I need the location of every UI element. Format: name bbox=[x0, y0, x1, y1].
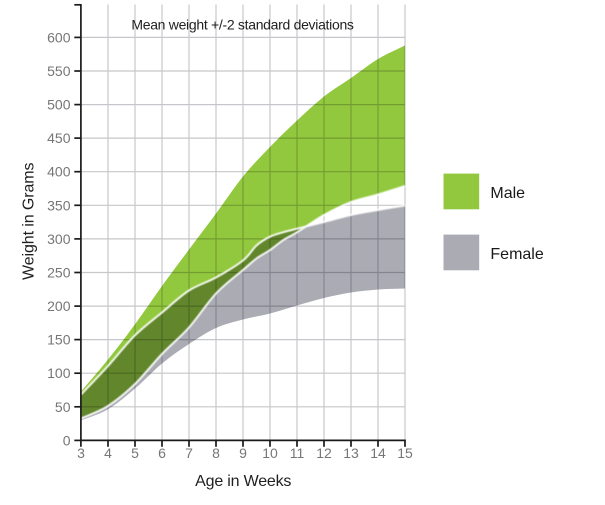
svg-text:100: 100 bbox=[47, 365, 71, 381]
svg-text:10: 10 bbox=[262, 445, 278, 461]
svg-text:12: 12 bbox=[316, 445, 332, 461]
svg-text:Female: Female bbox=[490, 246, 543, 263]
svg-text:400: 400 bbox=[47, 164, 71, 180]
svg-text:250: 250 bbox=[47, 265, 71, 281]
svg-text:Male: Male bbox=[490, 185, 525, 202]
svg-text:14: 14 bbox=[370, 445, 386, 461]
svg-text:500: 500 bbox=[47, 97, 71, 113]
svg-text:9: 9 bbox=[239, 445, 247, 461]
svg-text:Age in Weeks: Age in Weeks bbox=[195, 473, 291, 490]
svg-text:8: 8 bbox=[212, 445, 220, 461]
svg-text:550: 550 bbox=[47, 63, 71, 79]
svg-text:200: 200 bbox=[47, 298, 71, 314]
svg-text:15: 15 bbox=[397, 445, 413, 461]
svg-text:6: 6 bbox=[158, 445, 166, 461]
svg-text:5: 5 bbox=[131, 445, 139, 461]
svg-text:Weight in Grams: Weight in Grams bbox=[21, 163, 38, 280]
svg-text:150: 150 bbox=[47, 332, 71, 348]
svg-text:11: 11 bbox=[290, 445, 305, 461]
svg-text:50: 50 bbox=[55, 399, 71, 415]
svg-text:600: 600 bbox=[47, 29, 71, 45]
svg-text:350: 350 bbox=[47, 197, 71, 213]
svg-text:450: 450 bbox=[47, 130, 71, 146]
svg-text:0: 0 bbox=[63, 432, 71, 448]
svg-text:4: 4 bbox=[104, 445, 112, 461]
svg-text:3: 3 bbox=[77, 445, 85, 461]
svg-text:300: 300 bbox=[47, 231, 71, 247]
svg-text:7: 7 bbox=[185, 445, 193, 461]
svg-text:13: 13 bbox=[343, 445, 359, 461]
svg-text:Mean weight +/-2 standard devi: Mean weight +/-2 standard deviations bbox=[131, 17, 354, 33]
